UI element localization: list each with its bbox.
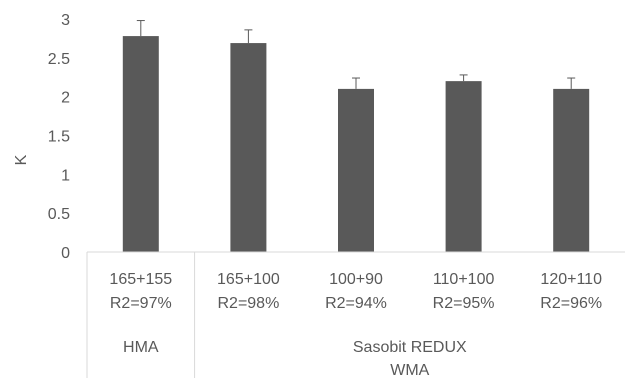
x-tick-sublabel: R2=94% [325, 295, 387, 312]
bar [230, 43, 267, 253]
x-tick-label: 110+100 [433, 271, 495, 288]
x-tick-sublabel: R2=97% [110, 295, 172, 312]
bar [553, 88, 590, 253]
y-tick-label: 2 [61, 90, 70, 107]
y-axis: 0 0.5 1 1.5 2 2.5 3 [48, 12, 70, 262]
x-tick-label: 120+110 [540, 271, 602, 288]
x-axis: 165+155 R2=97% 165+100 R2=98% 100+90 R2=94% 11… [86, 251, 625, 378]
bar [122, 36, 159, 252]
x-tick-sublabel: R2=96% [540, 295, 602, 312]
x-tick-sublabel: R2=95% [433, 295, 495, 312]
y-axis-label: K [13, 154, 30, 165]
bar [338, 88, 374, 253]
y-tick-label: 3 [61, 12, 70, 29]
bars [122, 36, 590, 253]
x-tick-label: 165+100 [217, 271, 280, 288]
group-label: WMA [390, 362, 429, 378]
error-bars [136, 20, 576, 89]
x-tick-label: 165+155 [109, 271, 172, 288]
bar [445, 81, 482, 252]
group-label: Sasobit REDUX [353, 339, 467, 356]
x-tick-sublabel: R2=98% [217, 295, 279, 312]
x-tick-label: 100+90 [329, 271, 383, 288]
y-tick-label: 2.5 [48, 51, 70, 68]
y-tick-label: 1 [61, 167, 70, 184]
y-tick-label: 0 [61, 245, 70, 262]
y-tick-label: 1.5 [48, 129, 70, 146]
y-tick-label: 0.5 [48, 206, 70, 223]
group-label: HMA [123, 339, 159, 356]
